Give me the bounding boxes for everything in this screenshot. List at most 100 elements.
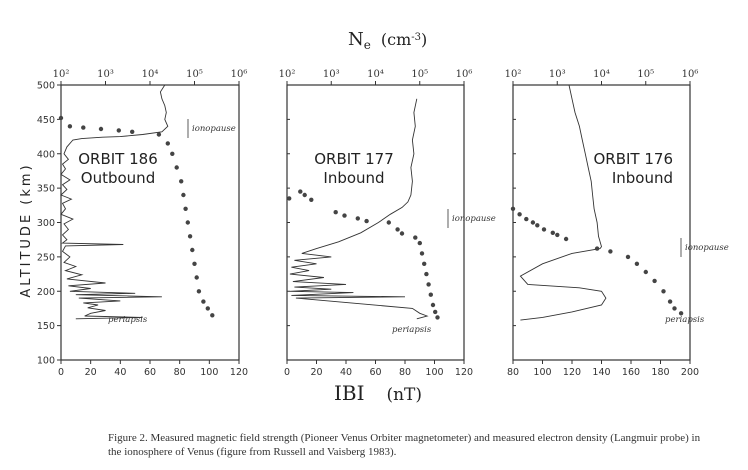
x-tick-label: 40: [340, 367, 352, 378]
ne-subscript: e: [364, 38, 371, 52]
ionopause-label: ionopause: [192, 124, 236, 134]
x-tick-label: 20: [310, 367, 322, 378]
y-tick-label: 350: [37, 184, 55, 195]
x-tick-label: 200: [681, 367, 699, 378]
panel-subtitle: Inbound: [612, 169, 673, 187]
ne-point: [205, 306, 210, 311]
b-units: (nT): [386, 385, 422, 405]
ne-point: [196, 289, 202, 294]
ne-point: [517, 212, 522, 217]
panel-2: 0 20 40 60 80 100 120 10² 10³ 10⁴ 10⁵ 10⁶ ORBIT 177I…: [279, 69, 496, 378]
ne-point: [333, 210, 338, 215]
panel-frame: [512, 84, 691, 361]
ne-point: [419, 251, 425, 256]
ne-point: [309, 197, 314, 202]
ne-point: [424, 271, 429, 277]
ne-point: [608, 249, 613, 254]
ne-point: [386, 220, 391, 225]
x-tick-label: 100: [200, 367, 218, 378]
y-tick-label: 300: [37, 218, 55, 229]
ne-point: [185, 220, 190, 225]
x-tick-label: 100: [425, 367, 443, 378]
x-axis-label: IBI (nT): [334, 381, 422, 405]
ne-point: [417, 240, 422, 246]
ionopause-label: ionopause: [452, 214, 496, 224]
ne-point: [530, 220, 536, 225]
ne-point: [678, 311, 684, 316]
ne-point: [428, 292, 433, 297]
periapsis-label: periapsis: [665, 315, 705, 325]
ne-tick-label: 10³: [97, 69, 114, 80]
ne-point: [192, 261, 197, 266]
ne-tick-label: 10³: [323, 69, 340, 80]
x-tick-label: 140: [592, 367, 610, 378]
b-field-line: [60, 84, 169, 320]
y-tick-label: 450: [37, 115, 55, 126]
ne-axis-title: Ne (cm-3): [348, 29, 427, 52]
ne-tick-label: 10⁴: [593, 69, 610, 80]
ne-tick-label: 10⁵: [411, 69, 428, 80]
ne-point: [81, 125, 86, 130]
ne-point: [395, 227, 400, 232]
x-tick-label: 80: [174, 367, 186, 378]
b-field-line: [289, 98, 429, 320]
ne-point: [116, 128, 122, 133]
ne-point: [672, 306, 677, 311]
ionopause-label: ionopause: [685, 243, 729, 253]
ne-point: [67, 124, 73, 129]
panel-title: ORBIT 176: [593, 150, 673, 168]
ne-point: [541, 227, 547, 232]
ne-point: [667, 299, 673, 304]
ne-point: [661, 289, 666, 294]
ne-point: [98, 126, 104, 132]
ne-tick-label: 10⁴: [142, 69, 159, 80]
x-tick-label: 40: [114, 367, 126, 378]
ne-point: [535, 223, 540, 228]
ne-units-exponent: -3: [411, 32, 421, 43]
y-tick-label: 100: [37, 356, 55, 367]
panel-title: ORBIT 186: [78, 150, 158, 168]
ne-point: [58, 115, 64, 121]
ne-point: [210, 313, 215, 318]
ne-point: [174, 165, 179, 170]
ne-point: [433, 309, 438, 315]
periapsis-label: periapsis: [392, 325, 432, 335]
y-tick-label: 500: [37, 81, 55, 92]
ne-point: [399, 231, 405, 236]
x-tick-label: 120: [455, 367, 473, 378]
ne-point: [179, 179, 184, 184]
ne-point: [563, 236, 569, 242]
panel-title: ORBIT 177: [314, 150, 394, 168]
ne-point: [194, 275, 199, 280]
ne-point: [302, 192, 307, 198]
ne-point: [555, 232, 560, 238]
ne-tick-label: 10²: [279, 69, 296, 80]
x-tick-label: 180: [651, 367, 669, 378]
panel-3: 80 100 120 140 160 180 200 10² 10³ 10⁴ 10⁵ 10⁶ ORBIT…: [505, 69, 729, 378]
x-tick-label: 60: [144, 367, 156, 378]
ne-point: [170, 151, 175, 156]
ne-point: [364, 218, 369, 224]
ne-tick-label: 10⁵: [186, 69, 203, 80]
ne-point: [422, 261, 427, 266]
ne-symbol: N: [348, 29, 364, 50]
ne-point: [426, 282, 431, 287]
ne-point: [183, 206, 188, 211]
ne-point: [190, 247, 195, 253]
x-tick-label: 160: [622, 367, 640, 378]
x-tick-label: 80: [507, 367, 519, 378]
ne-point: [156, 132, 162, 137]
panel-subtitle: Outbound: [81, 169, 155, 187]
ne-point: [643, 269, 648, 275]
ne-units: (cm: [381, 30, 411, 49]
ne-axis-title-text: Ne (cm-3): [348, 29, 427, 52]
ne-tick-label: 10⁶: [682, 69, 699, 80]
ne-point: [430, 302, 436, 308]
ne-point: [652, 278, 657, 284]
figure-caption: Figure 2. Measured magnetic field streng…: [108, 432, 701, 458]
ne-point: [625, 254, 631, 260]
ne-point: [510, 206, 516, 211]
x-tick-label: 100: [533, 367, 551, 378]
ne-point: [413, 235, 418, 240]
